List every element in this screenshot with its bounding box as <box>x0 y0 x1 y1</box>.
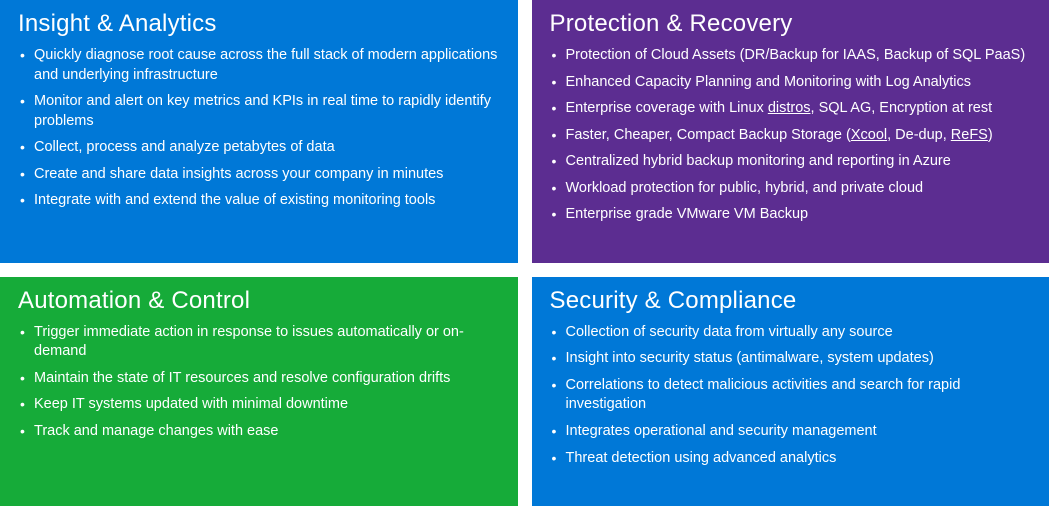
bullet-item: Maintain the state of IT resources and r… <box>18 369 500 389</box>
bullet-item: Centralized hybrid backup monitoring and… <box>550 152 1032 172</box>
underlined-term: ReFS <box>951 127 988 143</box>
bullet-item: Trigger immediate action in response to … <box>18 323 500 362</box>
card-grid: Insight & Analytics Quickly diagnose roo… <box>0 0 1049 506</box>
card-security: Security & Compliance Collection of secu… <box>532 277 1049 506</box>
bullet-item: Collection of security data from virtual… <box>550 323 1032 343</box>
bullet-item: Track and manage changes with ease <box>18 422 500 442</box>
card-protection: Protection & Recovery Protection of Clou… <box>532 0 1049 263</box>
bullet-item: Collect, process and analyze petabytes o… <box>18 138 500 158</box>
bullet-item: Quickly diagnose root cause across the f… <box>18 46 500 85</box>
bullet-item: Workload protection for public, hybrid, … <box>550 179 1032 199</box>
bullet-item: Keep IT systems updated with minimal dow… <box>18 395 500 415</box>
bullet-item: Enterprise coverage with Linux distros, … <box>550 99 1032 119</box>
card-title: Automation & Control <box>18 287 500 315</box>
bullet-list: Protection of Cloud Assets (DR/Backup fo… <box>550 46 1032 225</box>
bullet-item: Threat detection using advanced analytic… <box>550 449 1032 469</box>
card-insight: Insight & Analytics Quickly diagnose roo… <box>0 0 518 263</box>
underlined-term: Xcool <box>851 127 887 143</box>
bullet-item: Monitor and alert on key metrics and KPI… <box>18 92 500 131</box>
bullet-item: Insight into security status (antimalwar… <box>550 349 1032 369</box>
card-automation: Automation & Control Trigger immediate a… <box>0 277 518 506</box>
bullet-item: Integrate with and extend the value of e… <box>18 191 500 211</box>
card-title: Protection & Recovery <box>550 10 1032 38</box>
bullet-item: Protection of Cloud Assets (DR/Backup fo… <box>550 46 1032 66</box>
bullet-list: Trigger immediate action in response to … <box>18 323 500 442</box>
card-title: Insight & Analytics <box>18 10 500 38</box>
bullet-list: Collection of security data from virtual… <box>550 323 1032 468</box>
bullet-item: Integrates operational and security mana… <box>550 422 1032 442</box>
bullet-item: Enhanced Capacity Planning and Monitorin… <box>550 73 1032 93</box>
underlined-term: distros <box>768 100 811 116</box>
bullet-item: Correlations to detect malicious activit… <box>550 376 1032 415</box>
bullet-item: Faster, Cheaper, Compact Backup Storage … <box>550 126 1032 146</box>
bullet-item: Create and share data insights across yo… <box>18 165 500 185</box>
bullet-list: Quickly diagnose root cause across the f… <box>18 46 500 211</box>
card-title: Security & Compliance <box>550 287 1032 315</box>
bullet-item: Enterprise grade VMware VM Backup <box>550 205 1032 225</box>
